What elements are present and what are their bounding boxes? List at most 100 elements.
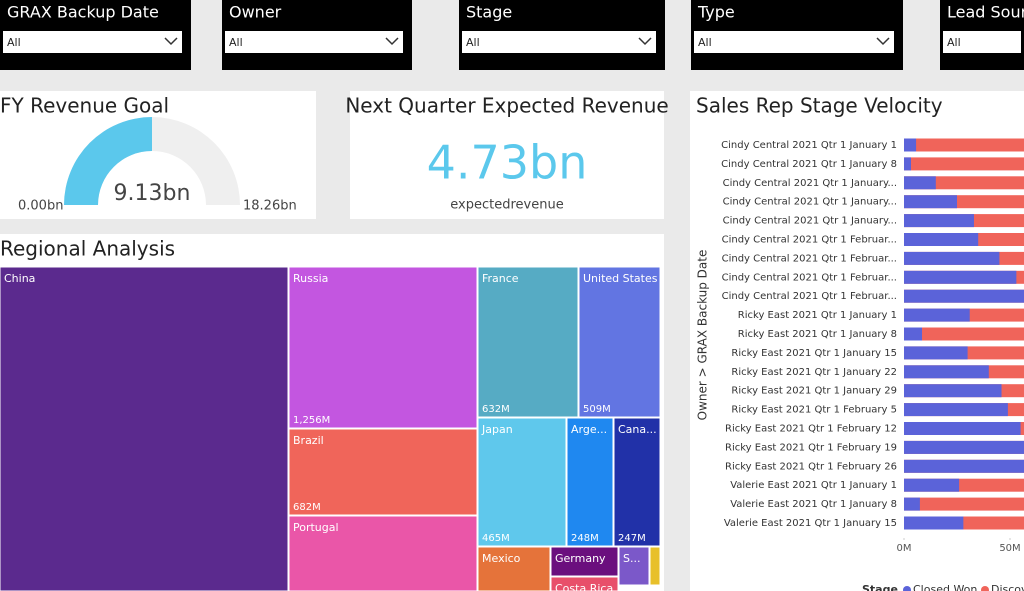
treemap-tile [288, 515, 478, 591]
treemap-tile [477, 417, 567, 547]
dropdown[interactable] [462, 31, 656, 53]
category-label: Cindy Central 2021 Qtr 1 Februar... [722, 253, 897, 264]
treemap-name: Germany [555, 552, 606, 565]
dropdown[interactable] [943, 31, 1021, 53]
dropdown-value: All [7, 36, 21, 49]
category-label: Valerie East 2021 Qtr 1 January 8 [730, 499, 897, 510]
category-label: Valerie East 2021 Qtr 1 January 1 [730, 480, 897, 491]
bar [904, 251, 1000, 265]
category-label: Cindy Central 2021 Qtr 1 January 1 [721, 140, 897, 151]
kpi-title: Next Quarter Expected Revenue [345, 94, 668, 118]
kpi-card [350, 91, 664, 219]
kpi-caption: expectedrevenue [450, 198, 563, 213]
bar-rest [904, 497, 1024, 511]
dropdown[interactable] [694, 31, 894, 53]
x-tick-label: 50M [999, 543, 1020, 554]
category-label: Cindy Central 2021 Qtr 1 January... [723, 178, 897, 189]
category-label: Cindy Central 2021 Qtr 1 Februar... [722, 291, 897, 302]
treemap-tile [578, 266, 661, 418]
gauge-value: 9.13bn [114, 181, 191, 206]
treemap-tile [288, 428, 478, 516]
treemap-value: 1,256M [293, 415, 330, 426]
treemap-value: 632M [482, 404, 510, 415]
dropdown[interactable] [225, 31, 403, 53]
treemap-tile [618, 546, 650, 586]
filter-title: Stage [466, 3, 512, 22]
bar-rest [904, 157, 1024, 171]
treemap-tile [649, 546, 661, 586]
category-label: Ricky East 2021 Qtr 1 February 5 [731, 405, 897, 416]
treemap-name: Russia [293, 272, 328, 285]
bar-rest [904, 327, 1024, 341]
category-label: Ricky East 2021 Qtr 1 February 26 [725, 461, 897, 472]
treemap-name: Japan [481, 423, 513, 436]
filter-title: Lead Sour [947, 3, 1024, 22]
treemap-value: 248M [571, 533, 599, 544]
bar [904, 497, 920, 511]
legend-swatch [903, 586, 911, 591]
treemap-name: United States [583, 272, 658, 285]
bar [904, 138, 917, 152]
legend-swatch [981, 586, 989, 591]
treemap-tile [550, 576, 619, 591]
dropdown-value: All [698, 36, 712, 49]
treemap-name: S... [623, 552, 640, 565]
category-label: Ricky East 2021 Qtr 1 January 29 [731, 386, 897, 397]
bar [904, 327, 923, 341]
bar [904, 346, 968, 360]
gauge-min: 0.00bn [18, 199, 63, 214]
bar [904, 233, 979, 246]
dropdown-value: All [229, 36, 243, 49]
category-label: Cindy Central 2021 Qtr 1 January... [723, 216, 897, 227]
gauge-title: FY Revenue Goal [0, 94, 169, 118]
bar [904, 195, 957, 209]
y-axis-label: Owner > GRAX Backup Date [696, 250, 710, 421]
treemap-tile [566, 417, 614, 547]
bar [904, 384, 1002, 398]
bar [904, 459, 1024, 473]
dropdown-value: All [947, 36, 961, 49]
kpi-value: 4.73bn [427, 136, 588, 190]
dropdown-arrow [638, 37, 652, 46]
treemap-tile [550, 546, 619, 577]
bar [904, 270, 1017, 284]
gauge-max: 18.26bn [243, 199, 297, 214]
treemap-name: France [482, 272, 519, 285]
category-label: Cindy Central 2021 Qtr 1 Februar... [722, 235, 897, 246]
category-label: Cindy Central 2021 Qtr 1 January... [723, 197, 897, 208]
treemap-name: Portugal [293, 521, 339, 534]
legend-entry: Closed Won [913, 583, 977, 591]
treemap-value: 247M [618, 533, 646, 544]
category-label: Ricky East 2021 Qtr 1 January 8 [738, 329, 897, 340]
dropdown-value: All [466, 36, 480, 49]
treemap-name: Cana... [618, 423, 657, 436]
treemap-name: China [4, 272, 35, 285]
bar-rest [904, 138, 1024, 152]
category-label: Cindy Central 2021 Qtr 1 January 8 [721, 159, 897, 170]
category-label: Ricky East 2021 Qtr 1 February 19 [725, 442, 897, 453]
filter-title: Type [697, 3, 735, 22]
dropdown-arrow [385, 37, 399, 46]
legend-title: Stage [862, 583, 898, 591]
dropdown[interactable] [3, 31, 182, 53]
bar [904, 422, 1021, 435]
bar [904, 176, 936, 190]
bar [904, 157, 911, 171]
x-tick-label: 0M [897, 543, 912, 554]
bar [904, 289, 1024, 303]
treemap-tile [613, 417, 661, 547]
treemap-title: Regional Analysis [0, 237, 175, 261]
treemap-tile [288, 266, 478, 429]
bar [904, 365, 989, 379]
gauge-card [0, 91, 316, 219]
legend-entry: Discov [991, 583, 1024, 591]
gauge-fill [64, 117, 152, 205]
treemap-value: 465M [482, 533, 510, 544]
category-label: Cindy Central 2021 Qtr 1 Februar... [722, 272, 897, 283]
category-label: Ricky East 2021 Qtr 1 January 15 [731, 348, 897, 359]
category-label: Valerie East 2021 Qtr 1 January 15 [724, 518, 897, 529]
treemap-tile [477, 546, 551, 591]
treemap-name: Mexico [482, 552, 521, 565]
